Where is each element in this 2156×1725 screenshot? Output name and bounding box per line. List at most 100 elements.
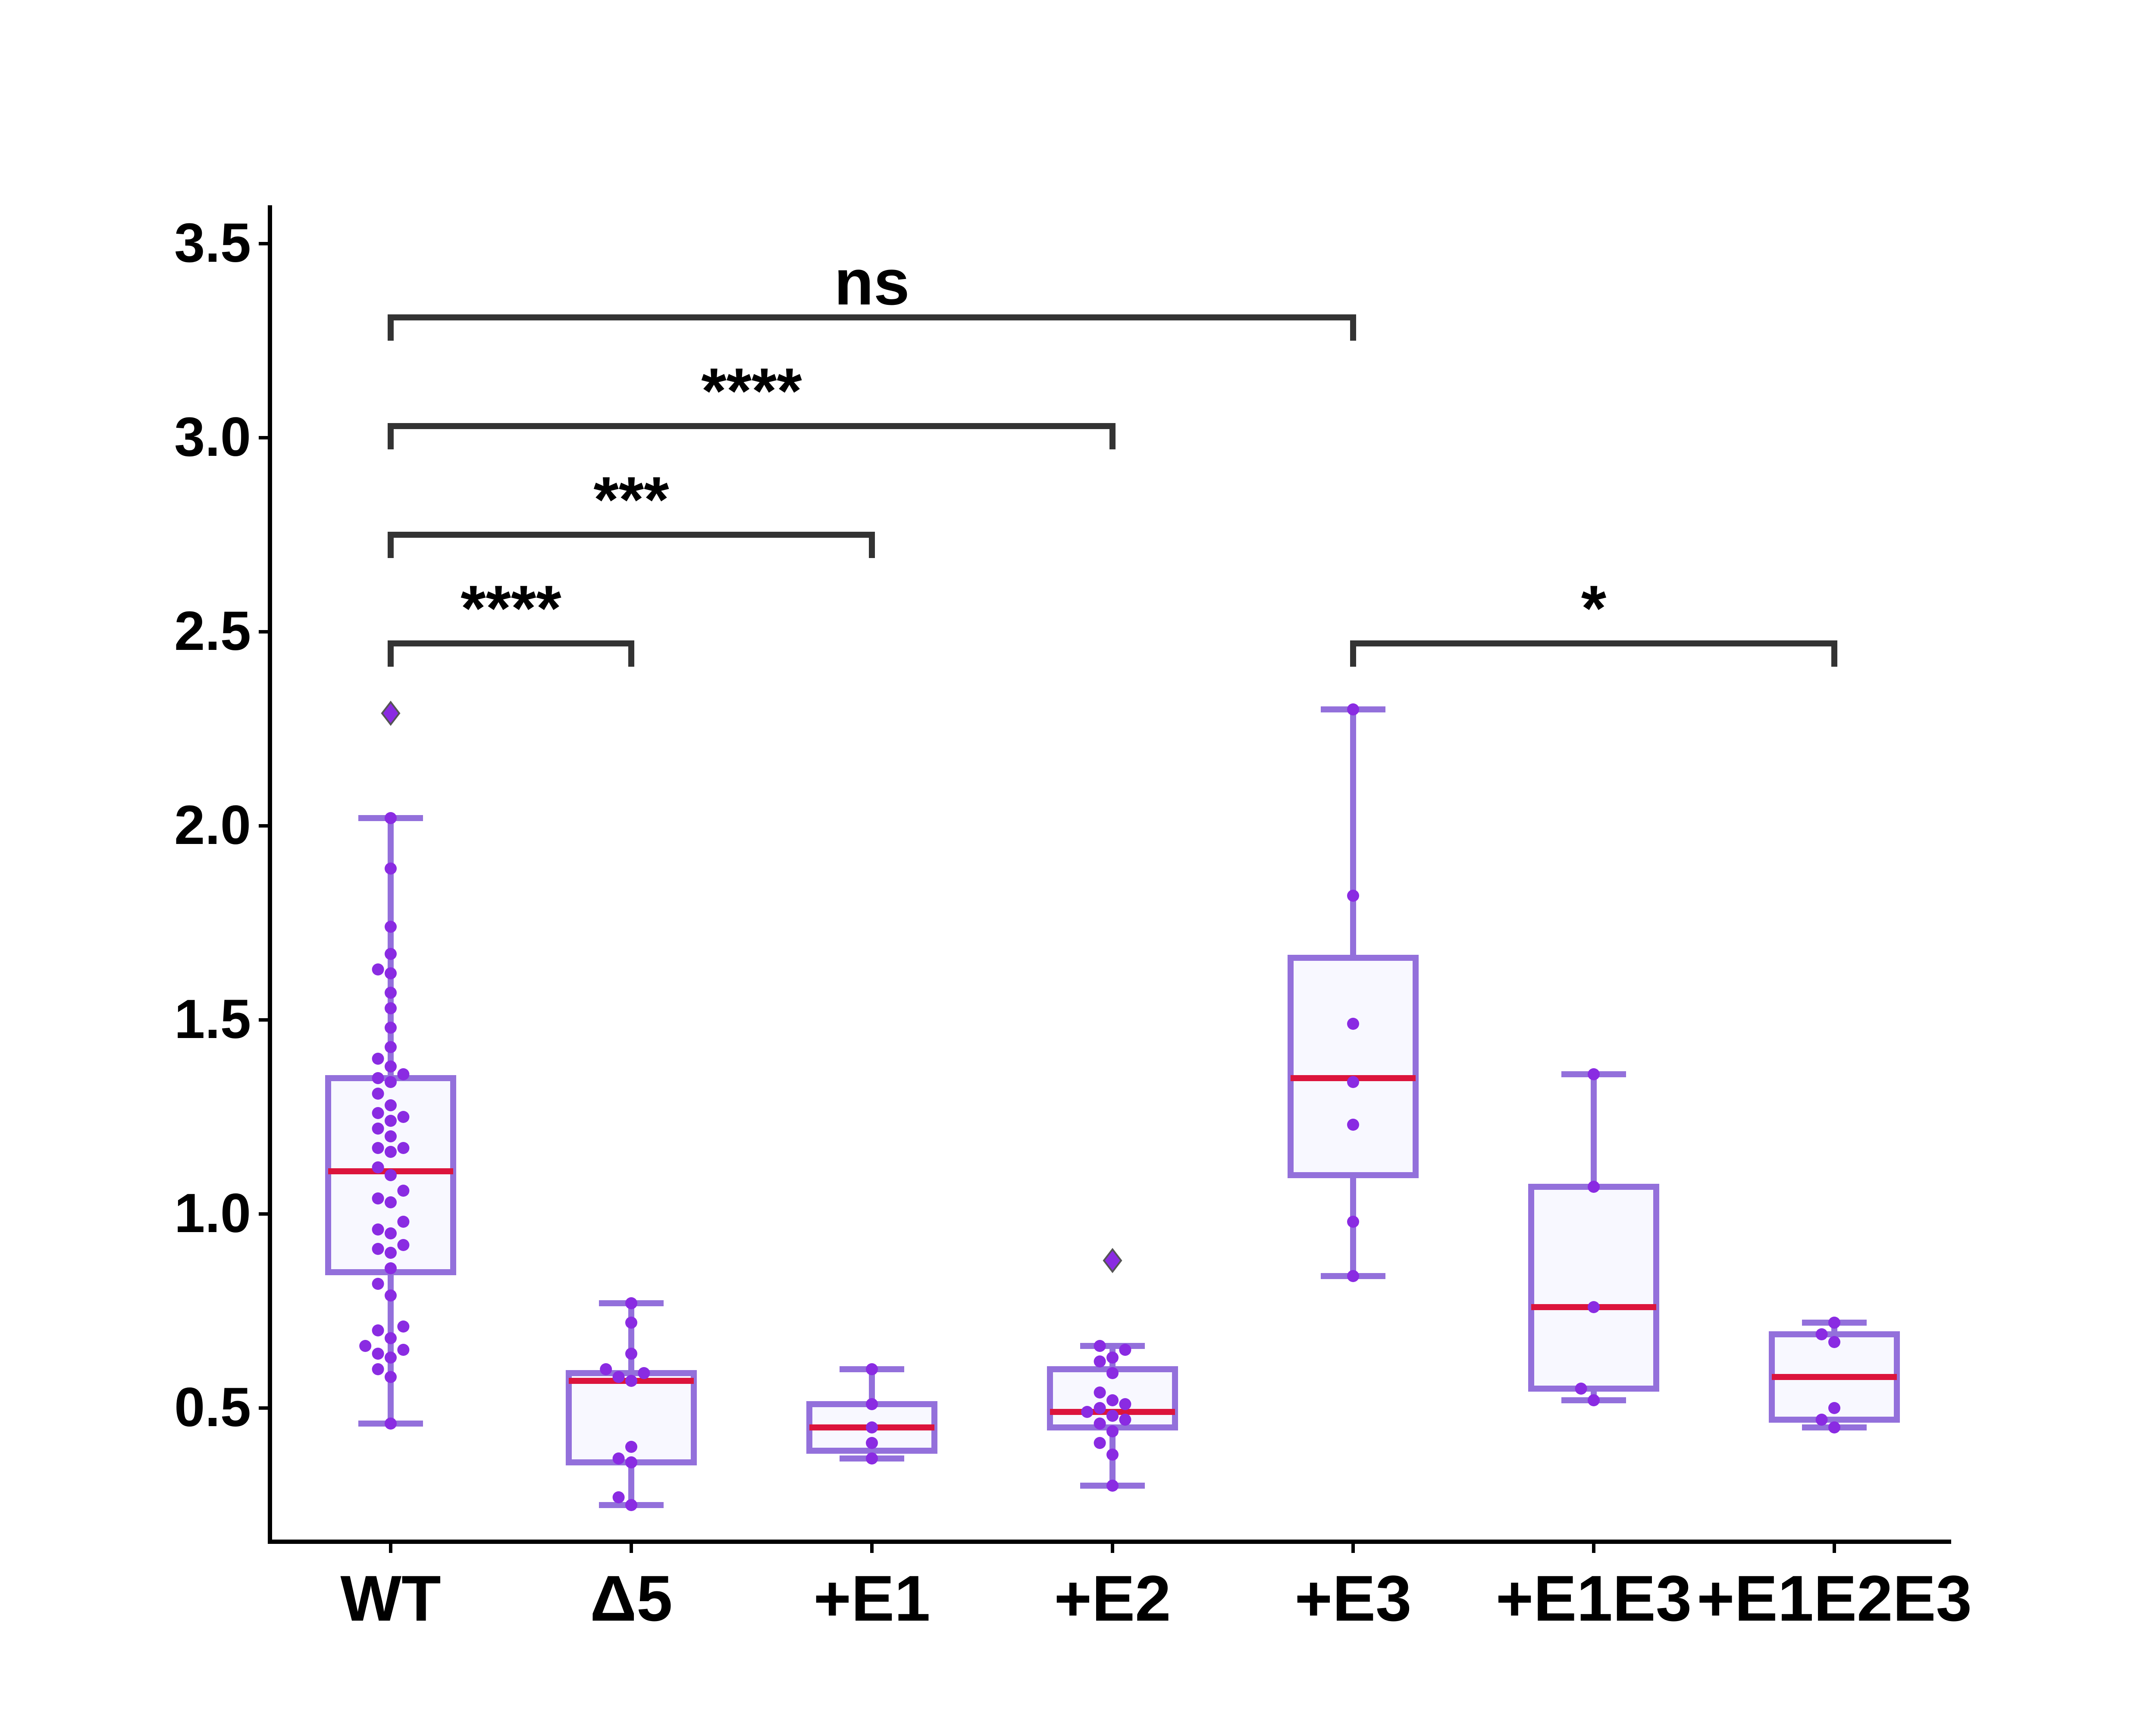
data-point <box>372 1278 384 1290</box>
data-point <box>612 1491 625 1503</box>
y-tick-label: 1.5 <box>174 988 251 1050</box>
significance-bracket <box>1350 640 1837 667</box>
data-point <box>385 1041 397 1053</box>
data-point <box>385 1130 397 1142</box>
data-point <box>372 1088 384 1100</box>
significance-label: **** <box>461 572 561 644</box>
data-point <box>1347 1270 1359 1282</box>
data-point <box>866 1437 878 1449</box>
data-point <box>612 1452 625 1465</box>
y-tick-label: 1.0 <box>174 1182 251 1244</box>
significance-label: **** <box>701 354 802 427</box>
axes <box>268 205 1951 1544</box>
data-point <box>1575 1383 1587 1395</box>
y-tick-label: 3.5 <box>174 212 251 274</box>
x-tick-label: +E1E2E3 <box>1697 1562 1972 1634</box>
data-point <box>372 1348 384 1360</box>
data-point <box>866 1421 878 1433</box>
significance-bracket <box>388 423 1116 449</box>
data-point <box>359 1340 372 1352</box>
data-point <box>1815 1328 1828 1340</box>
y-tick-label: 2.0 <box>174 794 251 856</box>
data-point <box>1347 890 1359 902</box>
significance-bracket <box>388 640 634 667</box>
data-point <box>1119 1414 1131 1426</box>
data-point <box>866 1363 878 1375</box>
data-point <box>1828 1402 1840 1414</box>
data-point <box>372 1363 384 1375</box>
data-point <box>1106 1367 1119 1379</box>
data-point <box>372 1053 384 1065</box>
data-point <box>385 1352 397 1364</box>
data-point <box>1828 1336 1840 1348</box>
data-point <box>625 1297 637 1309</box>
data-point <box>600 1363 612 1375</box>
data-point <box>1106 1352 1119 1364</box>
data-point <box>1094 1418 1106 1430</box>
box-iqr <box>1288 955 1419 1178</box>
data-point <box>385 948 397 960</box>
data-point <box>385 921 397 933</box>
x-tick-label: WT <box>340 1562 441 1634</box>
data-point <box>866 1398 878 1410</box>
data-point <box>372 1142 384 1154</box>
data-point <box>1106 1410 1119 1422</box>
data-point <box>397 1216 410 1228</box>
data-point <box>1106 1394 1119 1406</box>
data-point <box>1106 1425 1119 1437</box>
data-point <box>1347 1076 1359 1088</box>
x-tick-label: +E3 <box>1294 1562 1411 1634</box>
data-point <box>385 1262 397 1274</box>
data-point <box>397 1185 410 1197</box>
box-iqr <box>1528 1184 1659 1392</box>
data-point <box>1119 1344 1131 1356</box>
data-point <box>372 1223 384 1236</box>
data-point <box>385 1169 397 1181</box>
significance-bracket <box>388 532 875 558</box>
data-point <box>612 1371 625 1383</box>
data-point <box>385 1418 397 1430</box>
x-tick-label: Δ5 <box>590 1562 672 1634</box>
data-point <box>1347 703 1359 715</box>
data-point <box>372 1161 384 1173</box>
x-ticks: WT Δ5 +E1 +E2 +E3 +E1E3 +E1E2E3 <box>340 1542 1972 1634</box>
data-point <box>385 1060 397 1073</box>
data-point <box>385 1227 397 1239</box>
data-point <box>385 1196 397 1208</box>
data-point <box>1815 1414 1828 1426</box>
data-point <box>1094 1340 1106 1352</box>
data-point <box>385 1115 397 1127</box>
data-point <box>397 1239 410 1251</box>
data-point <box>1106 1480 1119 1492</box>
data-point <box>385 1022 397 1034</box>
significance-brackets: ns************ <box>388 246 1837 667</box>
data-point <box>625 1456 637 1468</box>
data-point <box>385 1099 397 1111</box>
data-point <box>385 1002 397 1014</box>
outlier-marker <box>381 700 401 726</box>
y-ticks: 0.5 1.0 1.5 2.0 2.5 3.0 3.5 <box>174 212 270 1438</box>
data-point <box>397 1068 410 1080</box>
data-point <box>1081 1406 1094 1418</box>
boxes-layer <box>325 700 1900 1508</box>
data-point <box>385 1076 397 1088</box>
significance-label: *** <box>593 463 669 536</box>
data-point <box>397 1111 410 1123</box>
data-point <box>1094 1355 1106 1367</box>
data-point <box>1828 1317 1840 1329</box>
data-point <box>1588 1068 1600 1080</box>
data-point <box>372 963 384 975</box>
data-point <box>372 1107 384 1119</box>
data-point <box>372 1123 384 1135</box>
y-tick-label: 2.5 <box>174 600 251 662</box>
data-point <box>1106 1449 1119 1461</box>
x-tick-label: +E2 <box>1054 1562 1171 1634</box>
data-point <box>1094 1386 1106 1399</box>
data-point <box>1347 1216 1359 1228</box>
data-point <box>385 1247 397 1259</box>
data-point <box>1094 1402 1106 1414</box>
outlier-marker <box>1103 1248 1122 1273</box>
data-point <box>1119 1398 1131 1410</box>
data-point <box>1588 1181 1600 1193</box>
y-tick-label: 3.0 <box>174 406 251 468</box>
